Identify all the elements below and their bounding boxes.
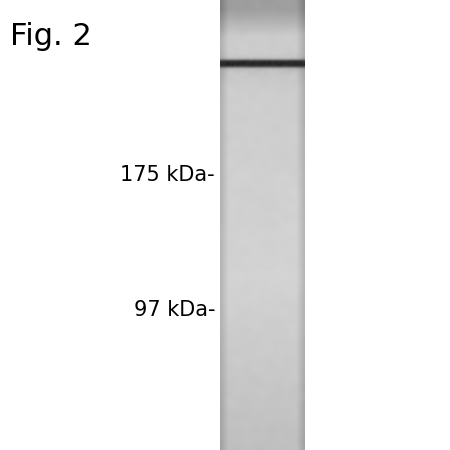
Text: 97 kDa-: 97 kDa- <box>134 300 215 320</box>
Text: 175 kDa-: 175 kDa- <box>121 165 215 185</box>
Text: Fig. 2: Fig. 2 <box>10 22 92 51</box>
